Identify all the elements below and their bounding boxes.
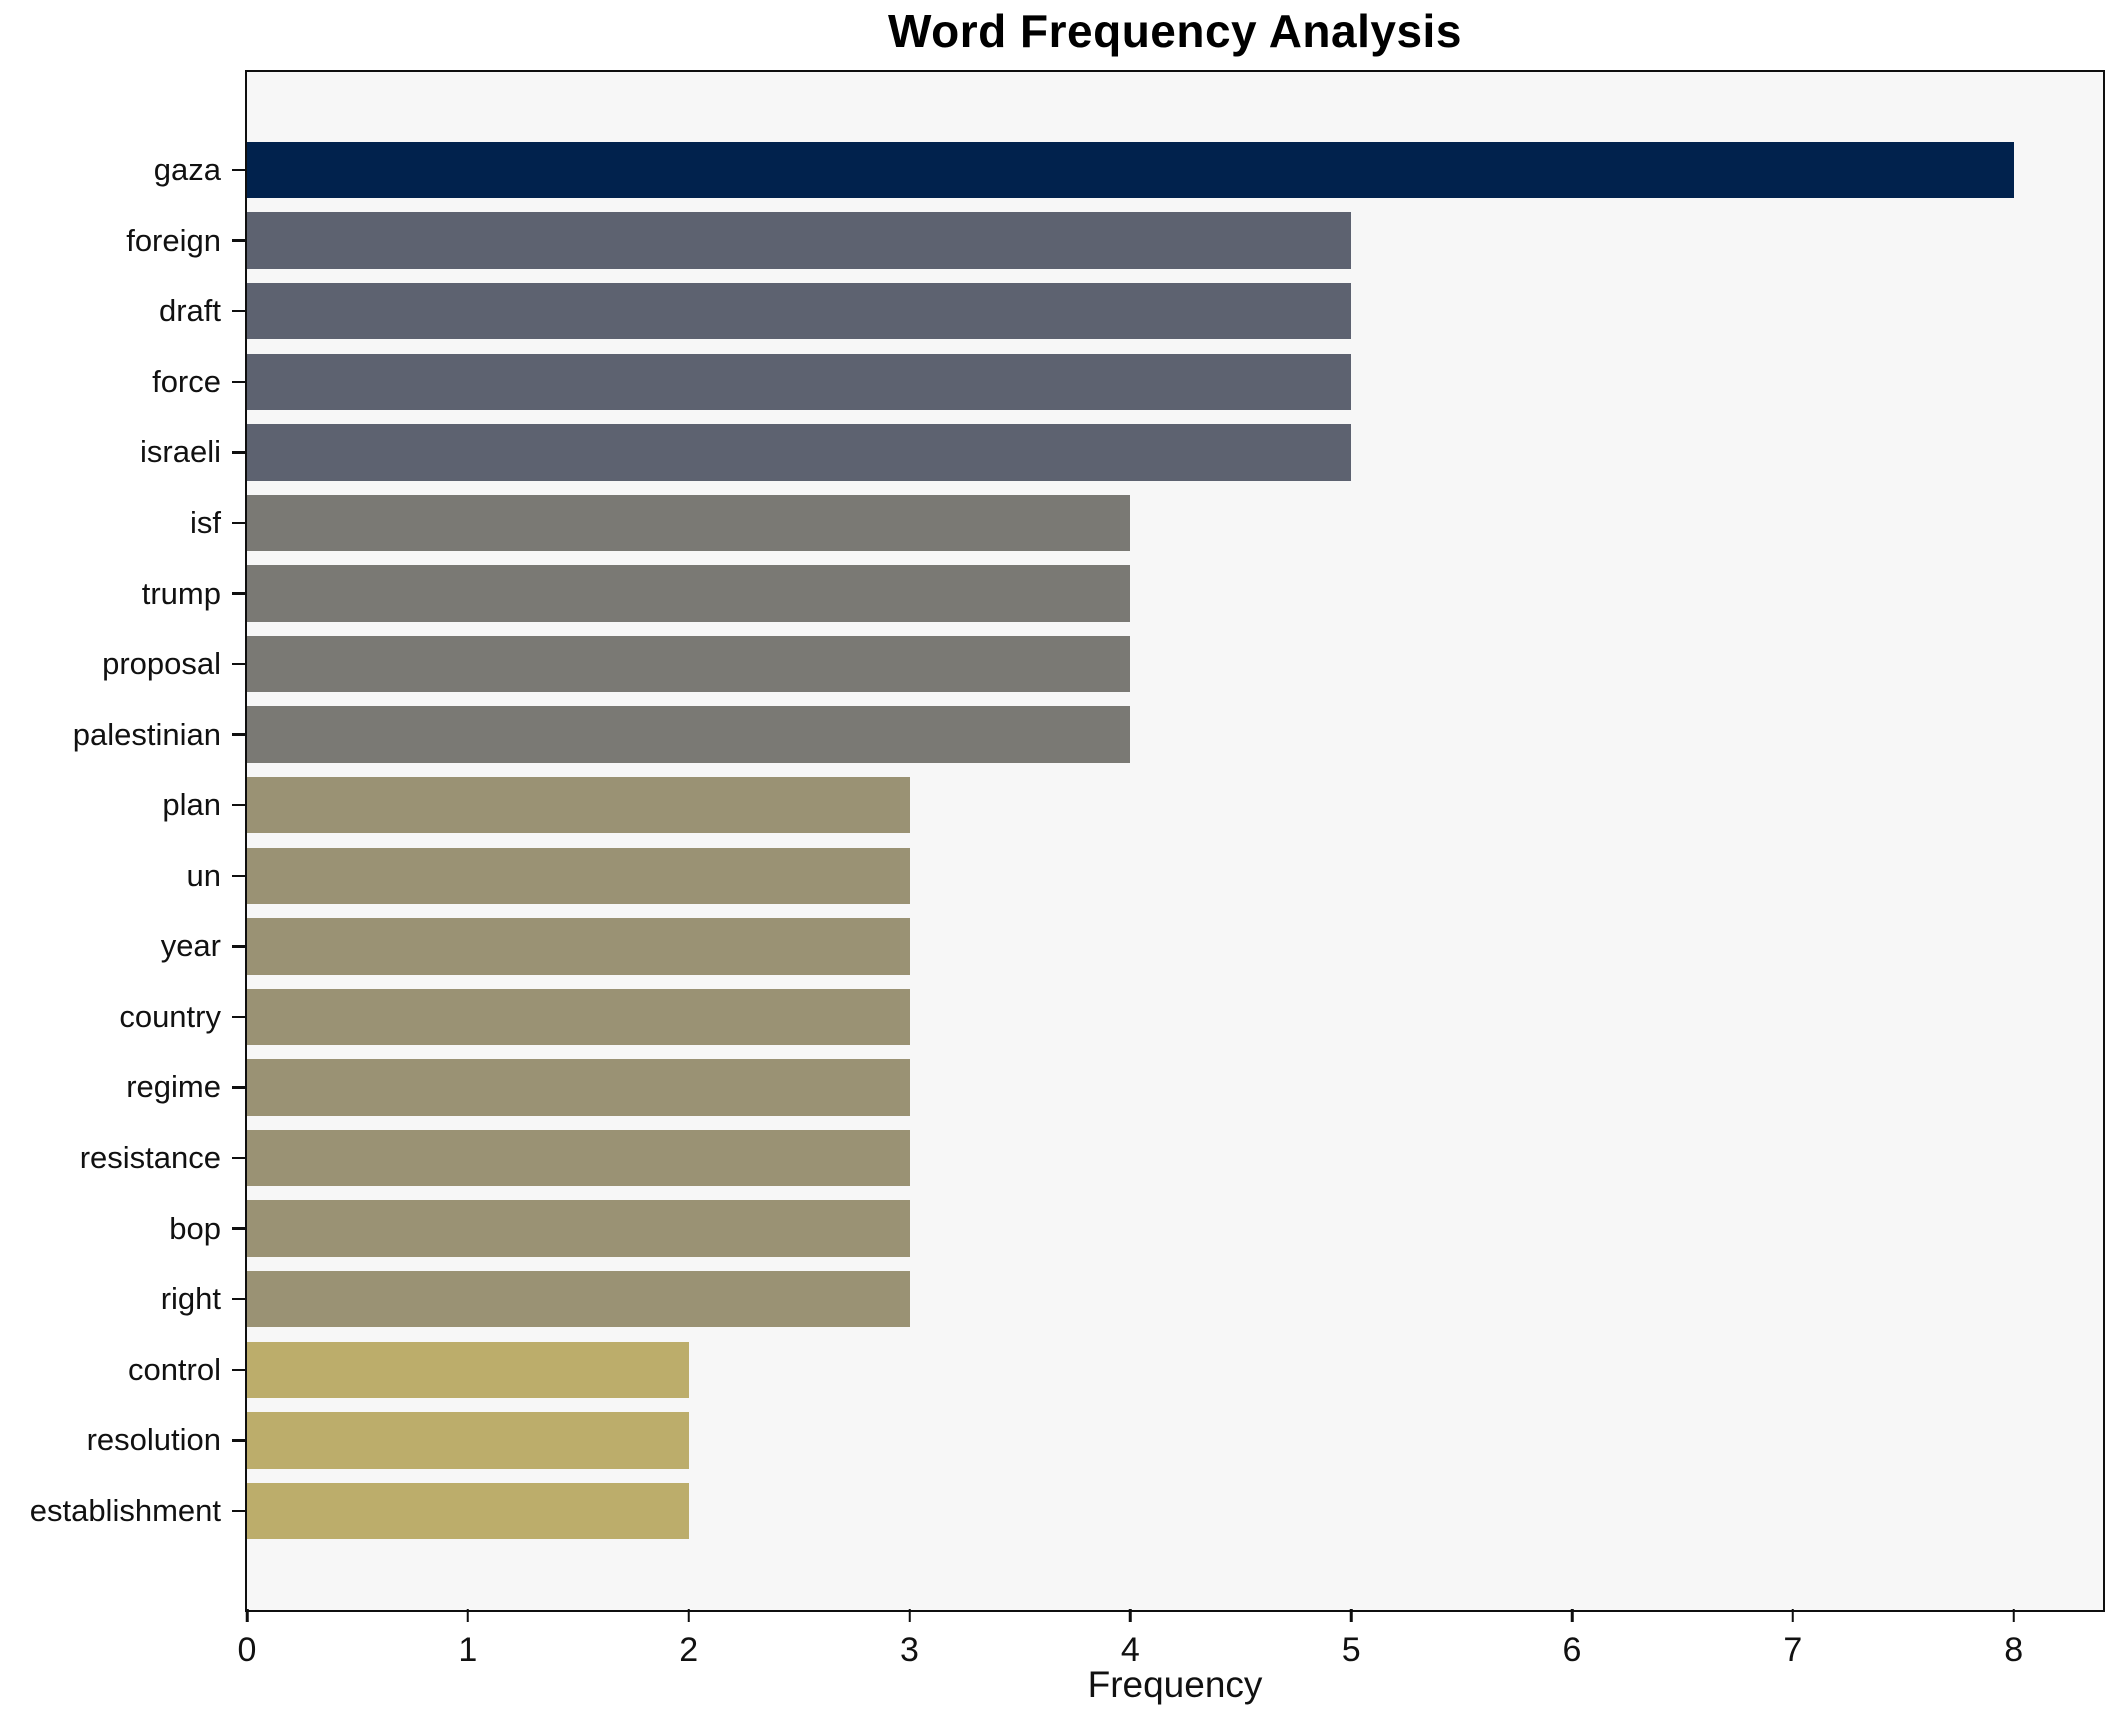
y-tick-label-draft: draft	[158, 293, 221, 329]
y-tick-label-resistance: resistance	[79, 1140, 221, 1176]
y-tick-label-gaza: gaza	[153, 152, 221, 188]
x-tick-label-8: 8	[2004, 1631, 2024, 1669]
bar-foreign	[247, 212, 1352, 269]
chart-title: Word Frequency Analysis	[888, 5, 1462, 57]
x-tick-label-2: 2	[679, 1631, 699, 1669]
y-tick-mark	[231, 662, 245, 666]
y-tick-label-israeli: israeli	[140, 434, 221, 470]
bar-palestinian	[247, 706, 1131, 763]
y-tick-mark	[231, 1015, 245, 1019]
y-tick-label-establishment: establishment	[29, 1492, 221, 1528]
y-tick-label-bop: bop	[169, 1210, 221, 1246]
y-tick-label-control: control	[127, 1351, 221, 1387]
bar-resistance	[247, 1129, 910, 1187]
x-tick-mark	[1129, 1609, 1132, 1622]
y-tick-mark	[231, 733, 245, 736]
y-tick-mark	[231, 1439, 245, 1442]
bar-isf	[247, 494, 1131, 552]
y-tick-label-trump: trump	[141, 575, 221, 611]
x-axis-label: Frequency	[1087, 1664, 1263, 1705]
bar-country	[247, 988, 910, 1046]
bar-plan	[247, 776, 910, 834]
x-tick-label-4: 4	[1120, 1631, 1140, 1669]
bar-force	[247, 353, 1352, 411]
x-tick-mark	[908, 1609, 911, 1622]
y-tick-mark	[231, 1227, 245, 1230]
x-tick-mark	[466, 1609, 470, 1622]
x-tick-label-7: 7	[1783, 1631, 1803, 1669]
bar-year	[247, 918, 910, 975]
y-tick-label-force: force	[152, 363, 221, 399]
y-tick-label-right: right	[160, 1281, 221, 1317]
x-tick-label-3: 3	[900, 1631, 919, 1669]
y-tick-mark	[231, 1509, 245, 1513]
x-tick-mark	[687, 1609, 690, 1622]
bar-bop	[247, 1200, 910, 1257]
bar-trump	[247, 565, 1131, 622]
bar-regime	[247, 1059, 910, 1116]
bar-gaza	[247, 141, 2014, 199]
x-tick-label-1: 1	[458, 1631, 478, 1669]
y-tick-mark	[231, 1086, 245, 1089]
y-tick-label-plan: plan	[162, 787, 221, 823]
x-tick-label-6: 6	[1562, 1631, 1582, 1669]
x-tick-label-0: 0	[237, 1631, 257, 1669]
y-tick-mark	[231, 451, 245, 454]
y-tick-label-resolution: resolution	[86, 1422, 221, 1458]
y-tick-mark	[231, 803, 245, 807]
bar-control	[247, 1341, 689, 1398]
y-tick-label-foreign: foreign	[126, 222, 221, 258]
y-tick-mark	[231, 1156, 245, 1160]
y-tick-label-country: country	[119, 998, 221, 1034]
y-tick-mark	[231, 1368, 245, 1372]
y-tick-mark	[231, 309, 245, 313]
y-tick-mark	[231, 239, 245, 242]
plot-area: gaza foreign draft force israeli isf trump prop…	[30, 70, 2105, 1669]
bar-draft	[247, 283, 1352, 340]
x-tick-mark	[245, 1609, 249, 1622]
x-tick-mark	[1791, 1609, 1795, 1622]
y-tick-mark	[231, 874, 245, 878]
y-tick-mark	[231, 592, 245, 595]
y-tick-mark	[231, 521, 245, 525]
x-tick-mark	[1349, 1609, 1353, 1622]
bar-right	[247, 1270, 910, 1328]
bar-establishment	[247, 1482, 689, 1540]
y-tick-label-regime: regime	[126, 1069, 221, 1105]
x-tick-label-5: 5	[1341, 1631, 1361, 1669]
bar-un	[247, 847, 910, 904]
y-tick-label-year: year	[160, 928, 221, 964]
y-tick-label-isf: isf	[190, 504, 221, 540]
x-tick-mark	[2012, 1609, 2015, 1622]
bar-resolution	[247, 1412, 689, 1469]
bar-israeli	[247, 424, 1352, 481]
y-tick-label-proposal: proposal	[102, 646, 221, 682]
y-tick-mark	[231, 945, 245, 948]
y-tick-label-palestinian: palestinian	[72, 716, 221, 752]
x-tick-mark	[1570, 1609, 1574, 1622]
y-tick-mark	[231, 380, 245, 384]
y-tick-label-un: un	[186, 857, 221, 893]
y-tick-mark	[231, 1297, 245, 1301]
y-tick-mark	[231, 168, 245, 172]
bar-proposal	[247, 635, 1131, 693]
